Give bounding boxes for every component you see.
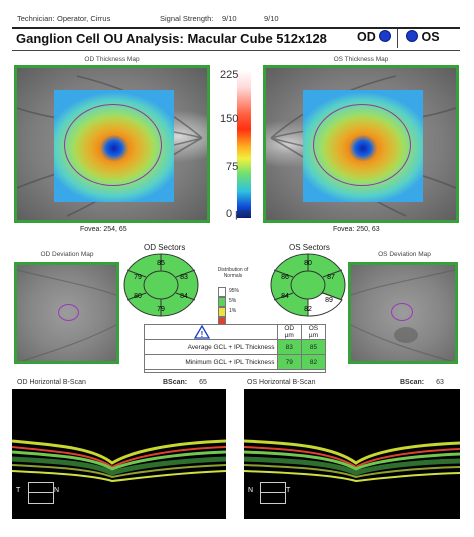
os-bscan-image[interactable]: N T [244,389,460,519]
table-header-od: OD µm [276,324,302,340]
os-sectors-title: OS Sectors [289,243,330,252]
od-axis-n: N [54,487,60,494]
header-info-row: Technician: Operator, Cirrus Signal Stre… [17,14,457,26]
od-deviation-vessels [17,269,116,361]
od-sectors-chart: 85 83 84 79 80 79 [123,253,199,317]
od-sector-superior: 85 [157,260,165,267]
os-ellipse-outline [313,104,411,186]
os-bscan-layers [244,439,460,483]
od-bscan-image[interactable]: T N [12,389,226,519]
od-label: OD [357,30,376,44]
od-sector-inferior: 79 [157,306,165,313]
os-bscan-value: 63 [436,379,444,386]
os-bscan-title: OS Horizontal B-Scan [247,379,316,386]
od-bscan-number: BScan: 65 [163,379,207,386]
od-deviation-ellipse [58,304,79,321]
od-sector-inferonasal: 84 [180,293,188,300]
os-axis-t: T [286,487,291,494]
eye-divider [397,29,398,48]
os-orientation-box [260,482,286,504]
scale-label-150: 150 [220,113,239,125]
header-divider [12,27,460,29]
table-row: Minimum GCL + IPL Thickness 79 82 [144,354,327,370]
os-label: OS [421,30,440,44]
od-bscan-value: 65 [199,379,207,386]
legend-label-95: 95% [229,288,240,294]
os-sector-superotemporal: 87 [327,274,335,281]
os-eye-indicator: OS [406,30,440,47]
table-header-empty [145,325,278,340]
od-sector-inferotemporal: 80 [134,293,142,300]
table-cell-os-average: 85 [300,339,327,355]
scale-label-0: 0 µm [226,208,251,220]
table-cell-od-average: 83 [276,339,302,355]
os-fovea-position: Fovea: 250, 63 [333,226,380,233]
thickness-color-scale [237,70,251,218]
os-sector-superonasal: 86 [281,274,289,281]
table-header-row: OD µm OS µm [145,324,327,340]
scale-label-75: 75 [226,161,239,173]
od-axis-t: T [16,487,21,494]
os-sector-superior: 80 [304,260,312,267]
technician-label: Technician: [17,14,55,23]
table-header-os: OS µm [300,324,327,340]
report-title: Ganglion Cell OU Analysis: Macular Cube … [16,31,327,46]
os-sector-inferior: 82 [304,306,312,313]
signal-strength-os: 9/10 [264,14,279,23]
legend-swatch-5 [218,297,226,307]
scale-label-225: 225 [220,69,239,81]
od-orientation-box [28,482,54,504]
table-cell-os-minimum: 82 [300,354,327,370]
legend-label-5: 5% [229,298,237,304]
os-axis-n: N [248,487,254,494]
od-thickness-map[interactable] [14,65,210,223]
os-deviation-vessels [351,269,455,361]
od-heatmap [54,90,174,202]
os-deviation-map[interactable] [348,262,458,364]
header-bottom-divider [12,50,460,51]
od-fovea-position: Fovea: 254, 65 [80,226,127,233]
od-dot-icon [379,30,392,42]
os-bscan-label: BScan: [400,379,425,386]
os-thickness-map[interactable] [263,65,459,223]
os-deviation-ellipse [391,303,413,321]
od-ellipse-outline [64,104,162,186]
od-bscan-title: OD Horizontal B-Scan [17,379,86,386]
od-deviation-map[interactable] [14,262,119,364]
distribution-legend: 95% 5% 1% [218,287,252,327]
svg-text:!: ! [201,330,204,339]
table-row-label: Average GCL + IPL Thickness [144,339,278,355]
table-row-label: Minimum GCL + IPL Thickness [144,354,278,370]
os-deviation-map-title: OS Deviation Map [378,251,431,258]
legend-label-1: 1% [229,308,237,314]
os-sector-inferonasal: 84 [281,293,289,300]
od-sector-superotemporal: 79 [134,274,142,281]
od-eye-indicator: OD [357,30,392,47]
legend-swatch-95 [218,287,226,297]
signal-strength-label: Signal Strength: [160,14,214,23]
signal-strength-od: 9/10 [222,14,237,23]
od-bscan-layers [12,439,226,483]
distribution-legend-title: Distribution of Normals [217,267,249,279]
legend-swatch-1 [218,307,226,317]
od-deviation-map-title: OD Deviation Map [40,251,94,258]
od-thickness-map-title: OD Thickness Map [84,56,140,63]
os-sector-inferotemporal: 89 [325,297,333,304]
od-bscan-label: BScan: [163,379,188,386]
os-sectors-chart: 80 87 89 82 84 86 [270,253,346,317]
od-sectors-title: OD Sectors [144,243,186,252]
warning-icon: ! [194,325,210,339]
os-thickness-map-title: OS Thickness Map [333,56,389,63]
od-sector-superonasal: 83 [180,274,188,281]
os-dot-icon [406,30,418,42]
technician-value: Operator, Cirrus [57,14,111,23]
gcl-ipl-table: OD µm OS µm Average GCL + IPL Thickness … [144,324,327,370]
table-row: Average GCL + IPL Thickness 83 85 [144,339,327,355]
table-cell-od-minimum: 79 [276,354,302,370]
os-heatmap [303,90,423,202]
os-bscan-number: BScan: 63 [400,379,444,386]
